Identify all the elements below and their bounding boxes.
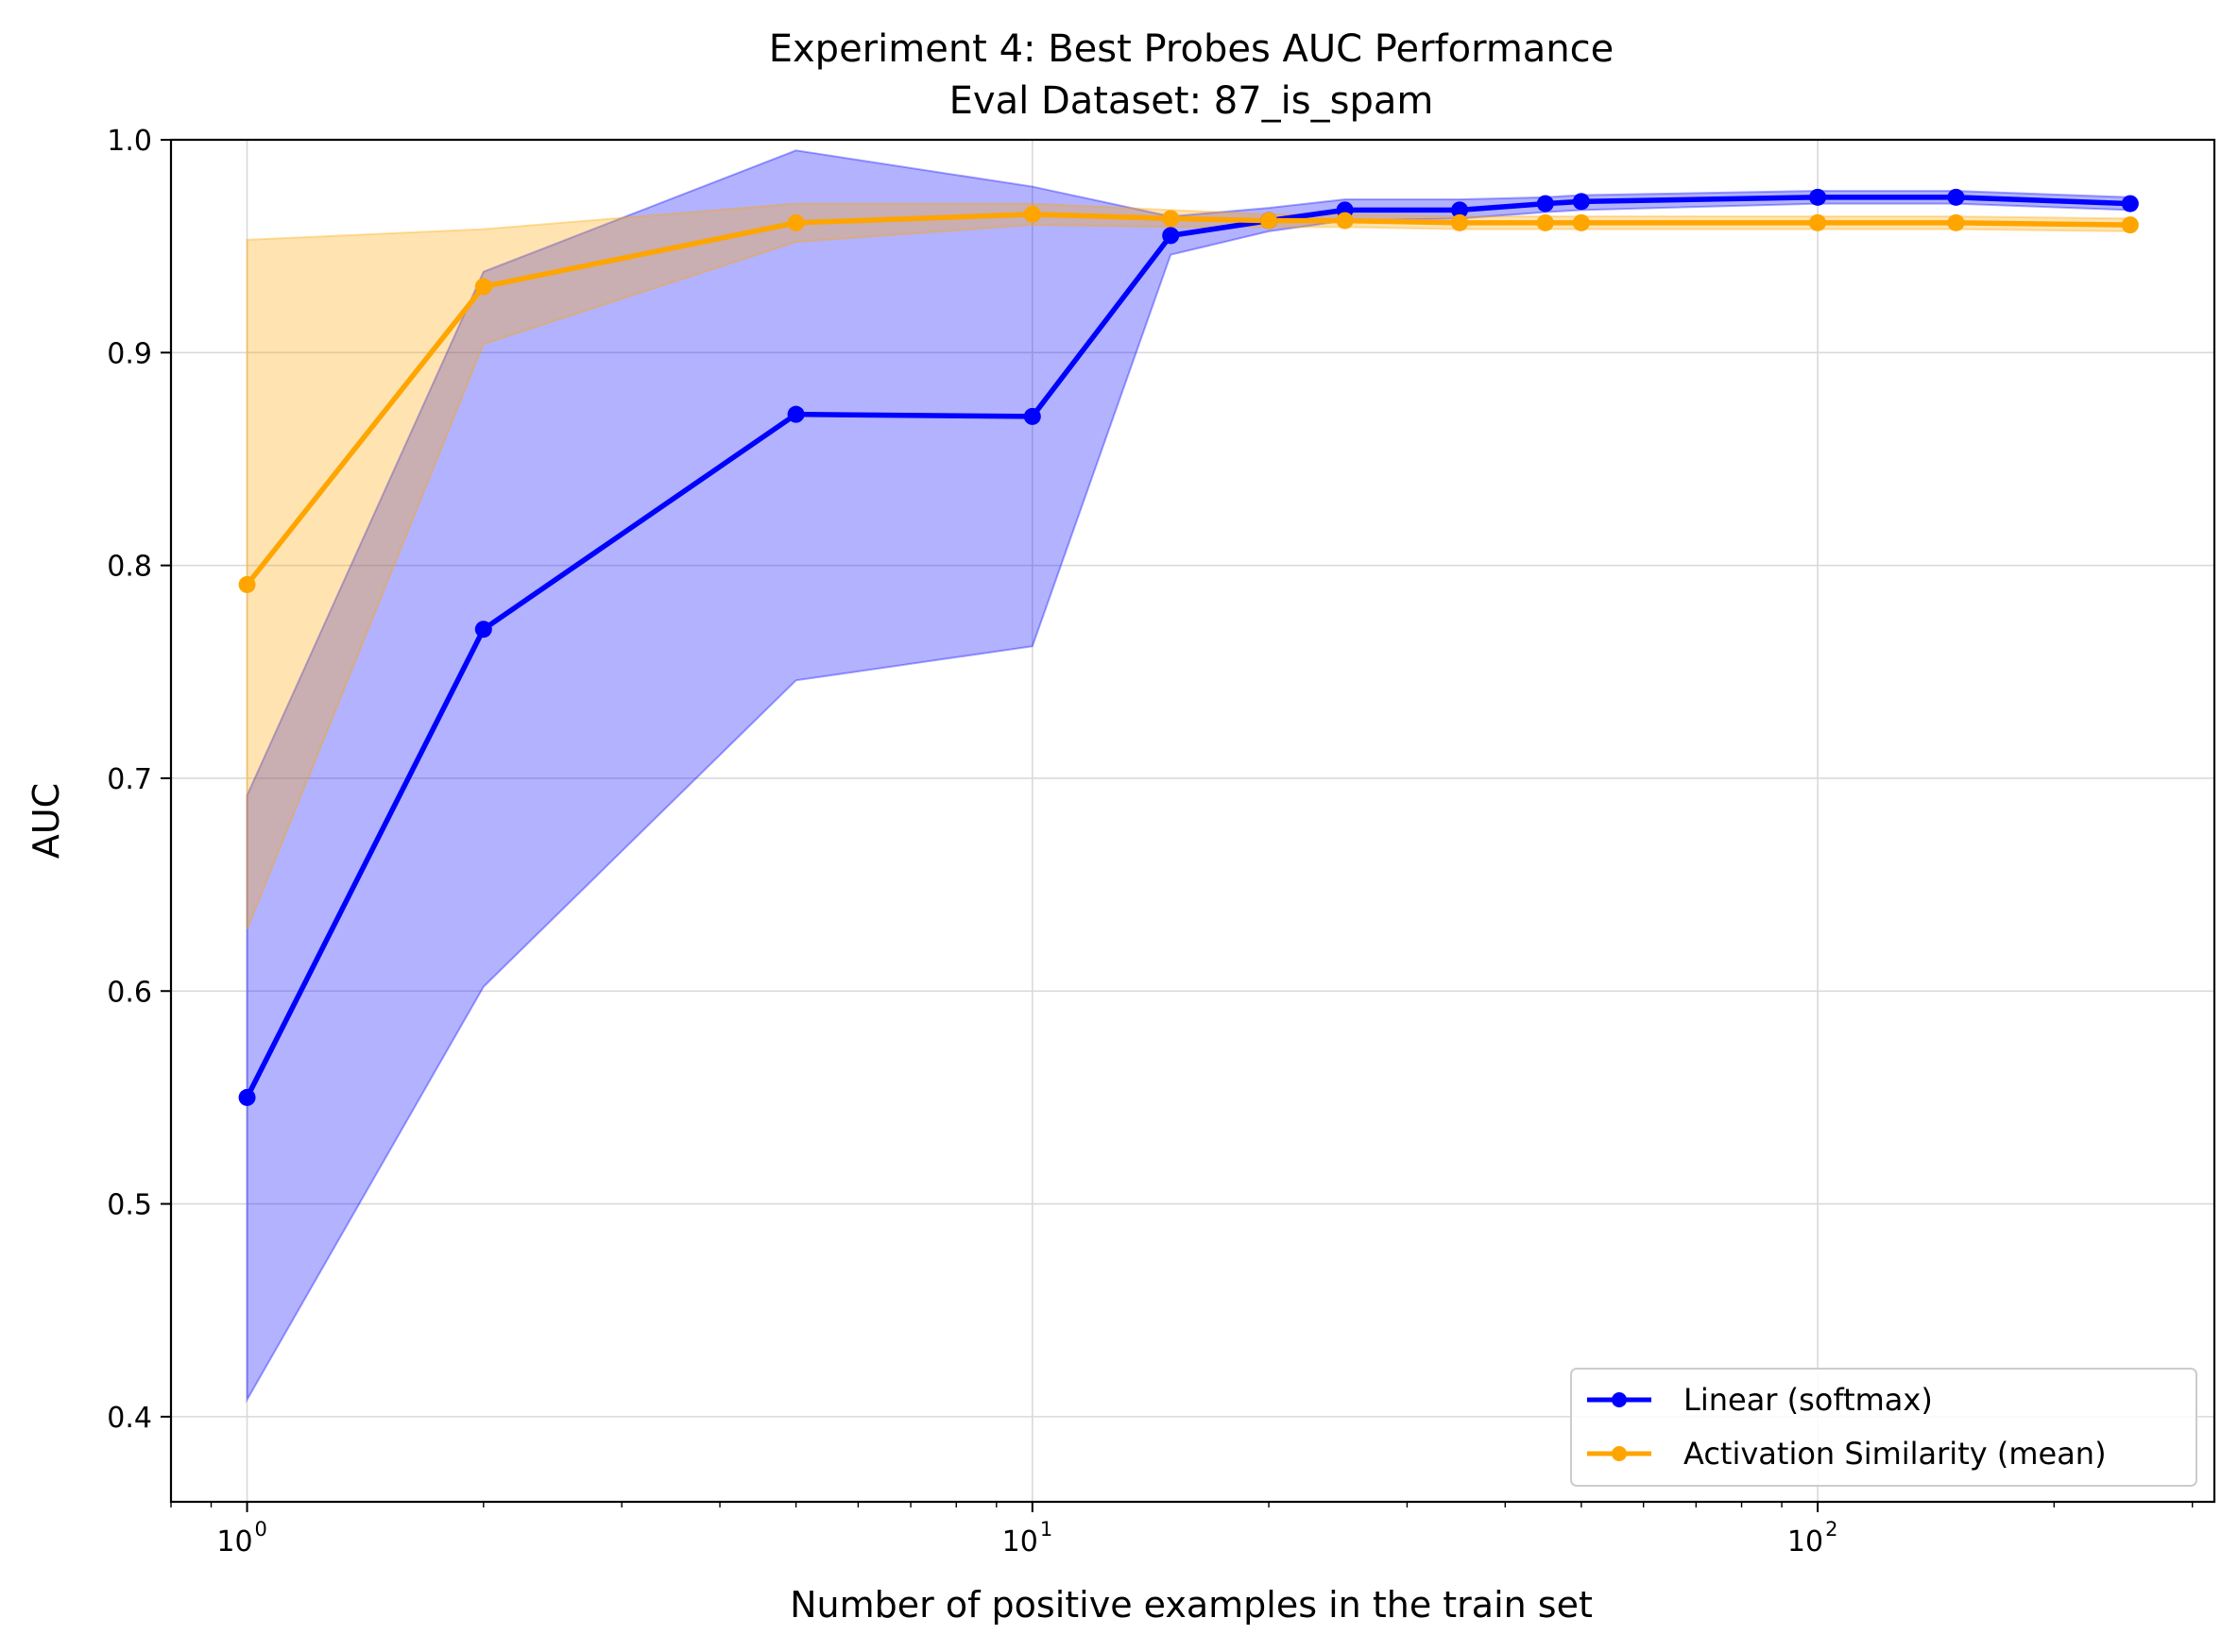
data-point [1162,210,1180,228]
y-tick-label: 0.8 [107,551,152,584]
y-axis-ticks: 0.4 0.5 0.6 0.7 0.8 0.9 1.0 [107,125,171,1435]
x-tick-label: 10 1 [1002,1518,1053,1558]
data-point [474,278,492,296]
y-tick-label: 0.4 [107,1402,152,1435]
legend-marker-linear [1612,1392,1627,1407]
data-point [474,621,492,639]
x-tick-base: 10 [1002,1525,1038,1558]
y-tick-label: 0.9 [107,337,152,370]
plot-frame [169,138,2216,1504]
x-tick-label: 10 2 [1787,1518,1838,1558]
data-point [1572,193,1590,211]
x-axis-ticks: 10 0 10 1 10 2 [170,1502,2194,1558]
y-axis-label: AUC [26,783,67,859]
data-point [787,405,805,423]
y-tick-label: 0.5 [107,1189,152,1222]
data-point [1572,213,1590,231]
data-point [1451,213,1469,231]
y-tick-label: 0.7 [107,763,152,796]
chart-title: Experiment 4: Best Probes AUC Performanc… [769,27,1614,71]
legend-label-activation-similarity: Activation Similarity (mean) [1683,1436,2107,1472]
x-tick-exponent: 1 [1040,1518,1052,1541]
data-point [1809,213,1827,231]
data-point [787,213,805,231]
legend-box [1570,1368,2197,1487]
data-point [1536,195,1554,213]
data-point [1336,212,1354,230]
data-point [1162,227,1180,245]
data-point [1536,213,1554,231]
data-point [2121,216,2139,234]
data-point [1023,407,1041,425]
data-point [1260,212,1278,230]
data-point [2121,195,2139,213]
data-point [238,575,256,593]
x-tick-base: 10 [216,1525,252,1558]
chart-subtitle: Eval Dataset: 87_is_spam [949,79,1434,123]
legend-label-linear: Linear (softmax) [1683,1382,1933,1418]
data-point [1809,188,1827,206]
x-tick-exponent: 0 [255,1518,267,1541]
series-points [238,188,2139,1106]
data-point [238,1088,256,1106]
y-tick-label: 1.0 [107,125,152,158]
data-point [1023,205,1041,223]
legend: Linear (softmax) Activation Similarity (… [1570,1368,2197,1487]
x-tick-base: 10 [1787,1525,1823,1558]
y-tick-label: 0.6 [107,976,152,1009]
x-tick-label: 10 0 [216,1518,267,1558]
x-tick-exponent: 2 [1825,1518,1837,1541]
data-point [1947,188,1965,206]
data-point [1451,201,1469,219]
data-point [1947,213,1965,231]
legend-marker-activation-similarity [1612,1446,1627,1461]
x-axis-label: Number of positive examples in the train… [790,1584,1593,1626]
